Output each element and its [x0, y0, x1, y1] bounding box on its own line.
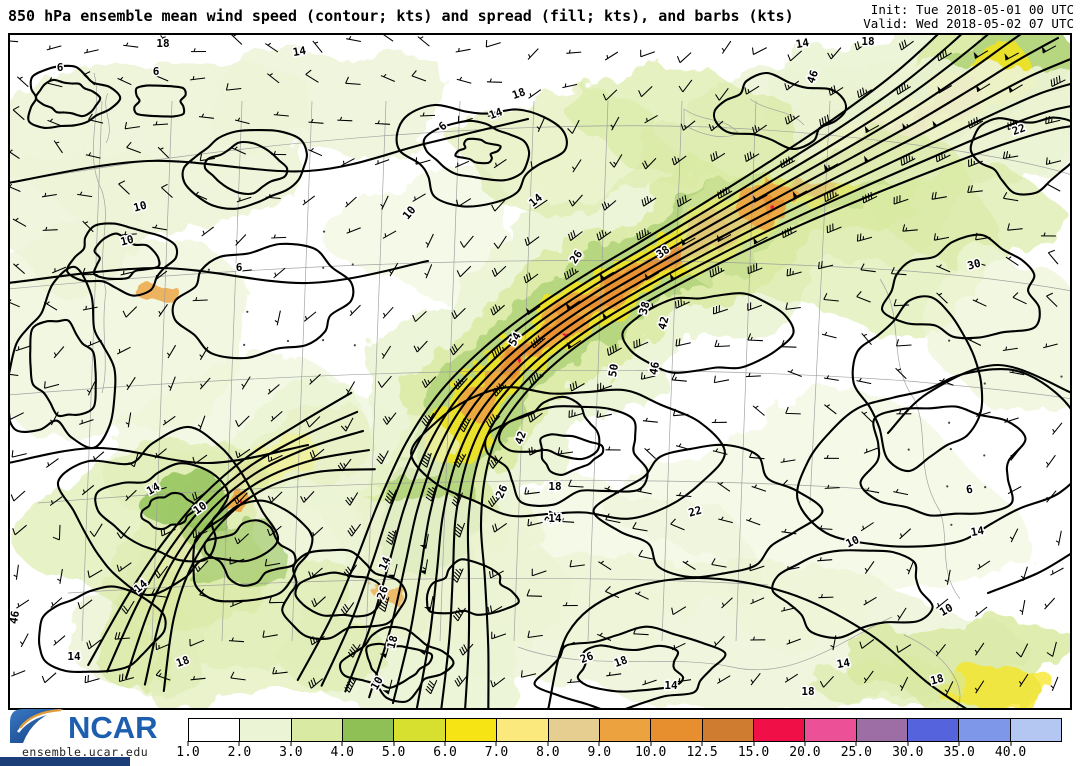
- contour-label: 42: [656, 315, 672, 331]
- contour-label: 14: [67, 650, 81, 663]
- colorbar-tick: [650, 741, 652, 746]
- contour-label: 6: [153, 65, 160, 78]
- colorbar-tick-label: 10.0: [635, 745, 667, 760]
- colorbar-tick-label: 6.0: [433, 745, 457, 760]
- colorbar-cell: [444, 719, 497, 741]
- forecast-times: Init: Tue 2018-05-01 00 UTC Valid: Wed 2…: [863, 3, 1074, 31]
- contour-label: 14: [292, 44, 308, 59]
- contour-label: 46: [8, 609, 22, 625]
- contour-label: 6: [236, 261, 243, 274]
- contour-label: 18: [612, 653, 629, 670]
- colorbar-cell: [650, 719, 702, 741]
- contour-label: 18: [174, 653, 191, 670]
- colorbar-tick-label: 9.0: [587, 745, 612, 760]
- contour-label: 6: [57, 61, 64, 74]
- contour-label: 14: [970, 524, 986, 539]
- colorbar-tick-label: 3.0: [279, 745, 303, 760]
- contour-label: 10: [119, 233, 135, 249]
- wind-barbs-layer: [8, 33, 1066, 696]
- colorbar-cell: [290, 719, 343, 741]
- ncar-wordmark: NCAR: [68, 710, 158, 745]
- colorbar-tick-label: 15.0: [737, 745, 770, 760]
- colorbar-tick: [187, 741, 189, 746]
- colorbar-tick: [341, 741, 343, 746]
- colorbar-tick-label: 7.0: [484, 745, 509, 760]
- swoosh-orange-arc: [19, 708, 62, 729]
- colorbar-cell: [804, 719, 856, 741]
- colorbar-tick: [598, 741, 600, 746]
- colorbar-tick-label: 8.0: [536, 745, 560, 760]
- colorbar-tick: [444, 741, 446, 746]
- contour-label: 14: [548, 512, 562, 525]
- colorbar-tick-label: 5.0: [381, 745, 406, 760]
- contour-label: 38: [637, 300, 653, 316]
- init-time: Init: Tue 2018-05-01 00 UTC: [870, 2, 1074, 17]
- colorbar-tick: [804, 741, 806, 746]
- contour-label: 18: [510, 85, 527, 102]
- colorbar-tick-label: 35.0: [943, 745, 975, 760]
- colorbar-cell: [239, 719, 291, 741]
- colorbar-tick-label: 20.0: [789, 745, 821, 760]
- contour-label: 18: [929, 672, 945, 688]
- colorbar-cell: [1009, 719, 1062, 741]
- contour-label: 18: [801, 685, 814, 698]
- colorbar-cell: [189, 719, 240, 741]
- colorbar-tick: [753, 741, 755, 746]
- ncar-logo: NCAR: [10, 708, 158, 745]
- colorbar-tick-label: 30.0: [892, 745, 924, 760]
- colorbar-tick: [547, 741, 549, 746]
- colorbar-tick: [393, 741, 395, 746]
- colorbar-cell: [907, 719, 959, 741]
- colorbar-tick: [238, 741, 240, 746]
- colorbar-cell: [598, 719, 651, 741]
- colorbar-tick-label: 12.5: [686, 745, 718, 760]
- contour-label: 14: [795, 36, 811, 51]
- colorbar-tick-label: 1.0: [176, 745, 200, 760]
- colorbar-cell: [342, 719, 394, 741]
- site-url: ensemble.ucar.edu: [22, 745, 149, 759]
- ncar-swoosh-icon: [10, 709, 64, 743]
- colorbar-tick-label: 2.0: [227, 745, 252, 760]
- contour-label: 18: [156, 37, 169, 50]
- colorbar-tick: [495, 741, 497, 746]
- colorbar-cell: [393, 719, 445, 741]
- colorbar-cell: [496, 719, 548, 741]
- weather-map: 6 6 14 18 14 18 6 10 10 10 6 22 18 14 46 38 30 14 26 54 50 46…: [8, 33, 1072, 710]
- map-border: [8, 33, 1072, 710]
- swoosh-white-arc: [17, 709, 64, 733]
- colorbar-tick: [907, 741, 909, 746]
- chart-title: 850 hPa ensemble mean wind speed (contou…: [8, 7, 794, 25]
- contour-label: 46: [647, 360, 662, 376]
- colorbar-tick: [1010, 741, 1012, 746]
- colorbar-cell: [547, 719, 599, 741]
- contour-label: 14: [664, 679, 678, 692]
- contour-label: 22: [1010, 121, 1027, 138]
- colorbar-tick-label: 25.0: [840, 745, 872, 760]
- contour-label: 10: [132, 199, 148, 215]
- contour-label: 18: [548, 480, 561, 493]
- colorbar-tick-label: 4.0: [330, 745, 354, 760]
- colorbar-cell: [958, 719, 1010, 741]
- colorbar-tick: [855, 741, 857, 746]
- colorbar-cell: [752, 719, 805, 741]
- contour-label: 18: [861, 35, 874, 48]
- colorbar-cell: [701, 719, 753, 741]
- colorbar-tick: [290, 741, 292, 746]
- colorbar-cell: [855, 719, 908, 741]
- valid-time: Valid: Wed 2018-05-02 07 UTC: [863, 16, 1074, 31]
- spread-fill-layer: [8, 33, 1072, 710]
- contour-label: 50: [606, 363, 621, 378]
- colorbar-tick: [701, 741, 703, 746]
- contour-label: 18: [385, 634, 401, 650]
- contour-label: 22: [687, 504, 703, 520]
- colorbar-tick: [958, 741, 960, 746]
- footer-bar: [0, 757, 130, 766]
- contour-label: 14: [836, 656, 852, 671]
- contour-label: 42: [512, 429, 529, 446]
- contour-label: 30: [966, 257, 982, 273]
- colorbar: [188, 718, 1062, 742]
- colorbar-tick-label: 40.0: [994, 745, 1027, 760]
